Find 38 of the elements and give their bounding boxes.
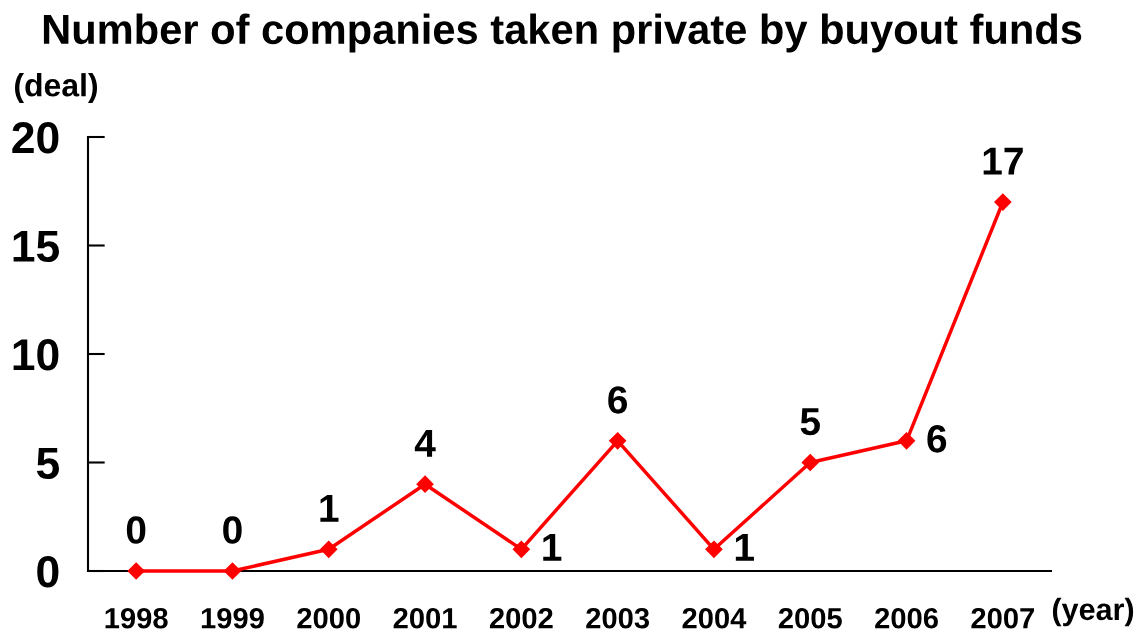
data-label: 0: [223, 516, 242, 544]
point: [705, 540, 723, 558]
x-tick-label: 2007: [971, 607, 1035, 629]
point: [609, 432, 627, 450]
y-tick-label: 15: [13, 231, 59, 263]
x-tick-label: 1998: [105, 607, 168, 629]
data-label: 4: [414, 429, 436, 457]
point: [897, 432, 916, 450]
data-label: 6: [608, 386, 628, 414]
data-label: 1: [320, 495, 339, 522]
data-label: 6: [927, 425, 947, 453]
x-axis-title: (year): [1052, 597, 1134, 627]
x-tick-label: 2004: [682, 607, 747, 629]
data-label: 1: [543, 533, 562, 561]
point: [994, 193, 1012, 211]
x-tick-label: 1999: [201, 607, 264, 629]
point: [801, 453, 819, 472]
x-tick-label: 2006: [875, 607, 938, 629]
point: [127, 562, 145, 580]
data-label: 0: [126, 516, 146, 544]
x-tick-label: 2000: [297, 607, 360, 629]
x-tick-label: 2003: [586, 607, 650, 629]
y-tick-label: 0: [37, 556, 59, 588]
chart-title: Number of companies taken private by buyout funds: [43, 13, 1082, 53]
data-label: 1: [735, 533, 754, 561]
point: [223, 562, 242, 580]
data-label: 17: [983, 147, 1023, 175]
y-tick-label: 20: [12, 122, 59, 154]
y-tick-label: 10: [13, 339, 59, 371]
point: [416, 475, 434, 493]
x-tick-label: 2001: [393, 607, 457, 629]
data-label: 5: [800, 408, 820, 436]
point: [320, 540, 338, 558]
point: [512, 540, 530, 558]
x-tick-label: 2005: [778, 607, 842, 629]
x-tick-label: 2002: [489, 607, 553, 629]
y-axis-title: (deal): [15, 73, 98, 103]
y-tick-label: 5: [36, 448, 59, 480]
